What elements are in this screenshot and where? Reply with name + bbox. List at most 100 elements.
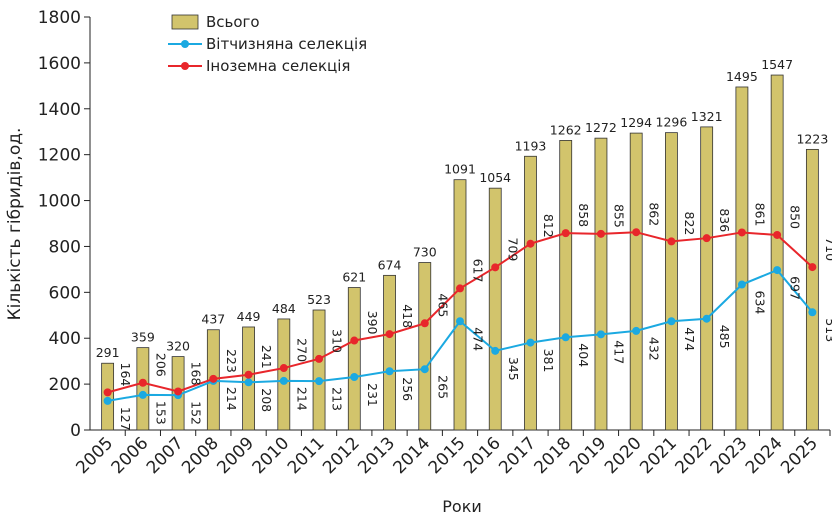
point: [596, 229, 605, 238]
x-tick-label: 2013: [354, 433, 399, 478]
bar-value-label: 1321: [691, 109, 723, 124]
line-value-label: 836: [717, 208, 732, 232]
line-value-label: 850: [788, 205, 803, 229]
point: [491, 346, 500, 355]
bar: [418, 262, 432, 431]
point: [103, 388, 112, 397]
line-value-label: 822: [682, 212, 697, 236]
y-tick-label: 1600: [38, 54, 81, 74]
y-tick-label: 1000: [38, 192, 81, 212]
y-tick-label: 200: [49, 375, 81, 395]
x-tick-label: 2017: [495, 433, 540, 478]
x-tick-label: 2007: [143, 433, 188, 478]
bar: [453, 179, 467, 431]
point: [456, 317, 464, 326]
line-value-label: 858: [576, 203, 591, 227]
x-tick-label: 2006: [108, 433, 153, 478]
line-value-label: 417: [611, 340, 626, 364]
y-tick-label: 1800: [38, 8, 81, 28]
bar-value-label: 1223: [796, 131, 828, 146]
line-value-label: 214: [294, 387, 309, 411]
point: [350, 336, 359, 345]
point: [279, 364, 288, 373]
bar: [312, 309, 326, 431]
line-value-label: 710: [823, 237, 832, 261]
x-tick-label: 2012: [319, 433, 364, 478]
point: [456, 284, 464, 293]
line-value-label: 404: [576, 343, 591, 367]
x-tick-label: 2014: [390, 433, 435, 478]
point: [737, 228, 746, 237]
bar-value-label: 449: [237, 309, 261, 324]
bar-value-label: 437: [201, 312, 225, 327]
bar: [383, 274, 396, 431]
bar: [770, 74, 784, 431]
point: [420, 319, 429, 328]
bar-value-label: 1262: [550, 122, 582, 137]
line-value-label: 418: [400, 304, 415, 328]
legend-label: Всього: [206, 13, 260, 31]
point: [526, 239, 535, 248]
bar-value-label: 1054: [479, 170, 511, 185]
point: [491, 263, 500, 272]
line-value-label: 617: [471, 259, 486, 283]
bar: [136, 347, 150, 431]
point: [103, 396, 112, 405]
point: [174, 387, 183, 396]
point: [667, 317, 676, 326]
x-tick-label: 2008: [178, 433, 223, 478]
point: [702, 314, 711, 323]
y-tick-label: 1400: [38, 100, 81, 120]
line-value-label: 862: [647, 202, 662, 226]
x-tick-label: 2021: [636, 433, 681, 478]
x-tick-label: 2020: [601, 433, 646, 478]
line-value-label: 206: [153, 353, 168, 377]
legend-label: Іноземна селекція: [206, 57, 350, 75]
line-value-label: 474: [471, 327, 486, 351]
line-value-label: 152: [189, 401, 204, 425]
x-tick-label: 2018: [531, 433, 576, 478]
point: [808, 308, 817, 317]
line-value-label: 390: [365, 311, 380, 335]
line-value-label: 697: [788, 276, 803, 300]
bar: [277, 318, 291, 431]
bar-value-label: 1294: [620, 115, 652, 130]
y-axis-label: Кількість гібридів,од.: [5, 128, 25, 321]
point: [420, 365, 429, 374]
bar-value-label: 320: [166, 339, 190, 354]
line-value-label: 812: [541, 214, 556, 238]
point: [385, 330, 394, 339]
bar-value-label: 674: [378, 257, 402, 272]
point: [561, 333, 570, 342]
x-tick-label: 2023: [707, 433, 752, 478]
line-value-label: 474: [682, 327, 697, 351]
point: [315, 354, 324, 363]
bar: [488, 187, 502, 431]
bar-value-label: 1296: [656, 115, 688, 130]
point: [596, 330, 605, 339]
line-value-label: 709: [506, 237, 521, 261]
point: [350, 372, 359, 381]
line-value-label: 634: [752, 291, 767, 315]
point: [561, 229, 570, 238]
bar-value-label: 523: [307, 292, 331, 307]
line-value-label: 855: [611, 204, 626, 228]
x-axis-label: Роки: [442, 497, 482, 516]
line-value-label: 485: [717, 325, 732, 349]
y-tick-label: 1200: [38, 146, 81, 166]
bar: [559, 140, 573, 431]
point: [632, 228, 641, 237]
point: [773, 266, 782, 275]
point: [315, 377, 324, 386]
bar-value-label: 1091: [444, 162, 476, 177]
line-value-label: 270: [294, 338, 309, 362]
point: [702, 234, 711, 243]
point: [667, 237, 676, 246]
y-tick-label: 800: [49, 237, 81, 257]
legend-swatch: [171, 14, 199, 30]
point: [385, 367, 394, 376]
line-value-label: 164: [118, 363, 133, 387]
line-value-label: 241: [259, 345, 274, 369]
bar: [805, 148, 819, 431]
